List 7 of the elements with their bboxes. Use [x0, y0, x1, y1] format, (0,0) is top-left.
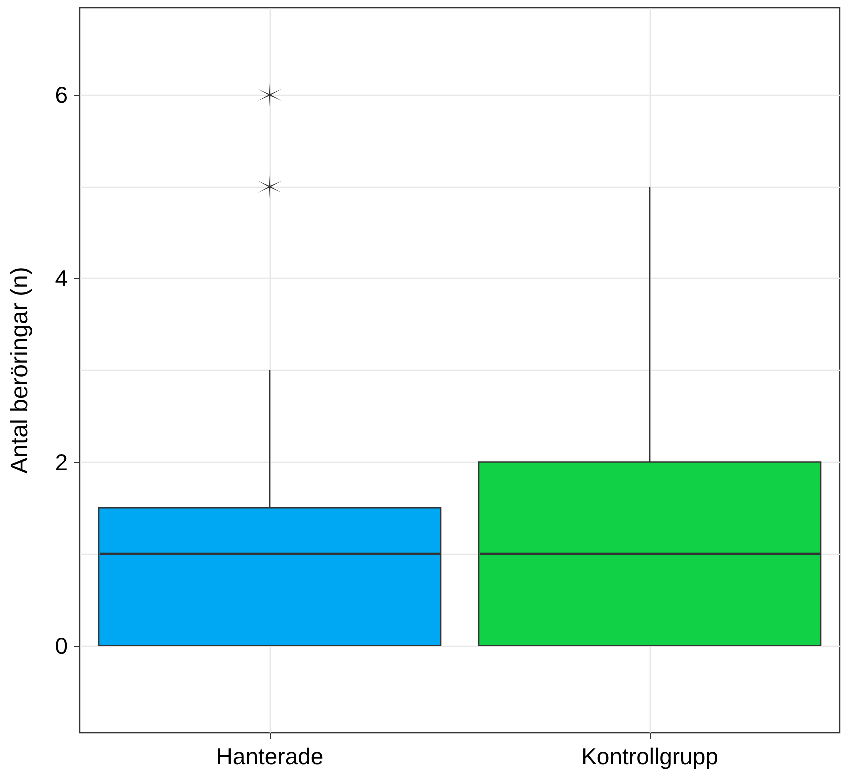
y-tick-label: 6: [55, 82, 68, 108]
y-tick-label: 4: [55, 266, 68, 292]
y-tick-label: 0: [55, 632, 68, 659]
x-tick-label: Kontrollgrupp: [582, 744, 718, 770]
y-axis-title: Antal beröringar (n): [6, 267, 34, 474]
x-tick-label: Hanterade: [216, 744, 324, 770]
y-tick-label: 2: [55, 449, 68, 476]
